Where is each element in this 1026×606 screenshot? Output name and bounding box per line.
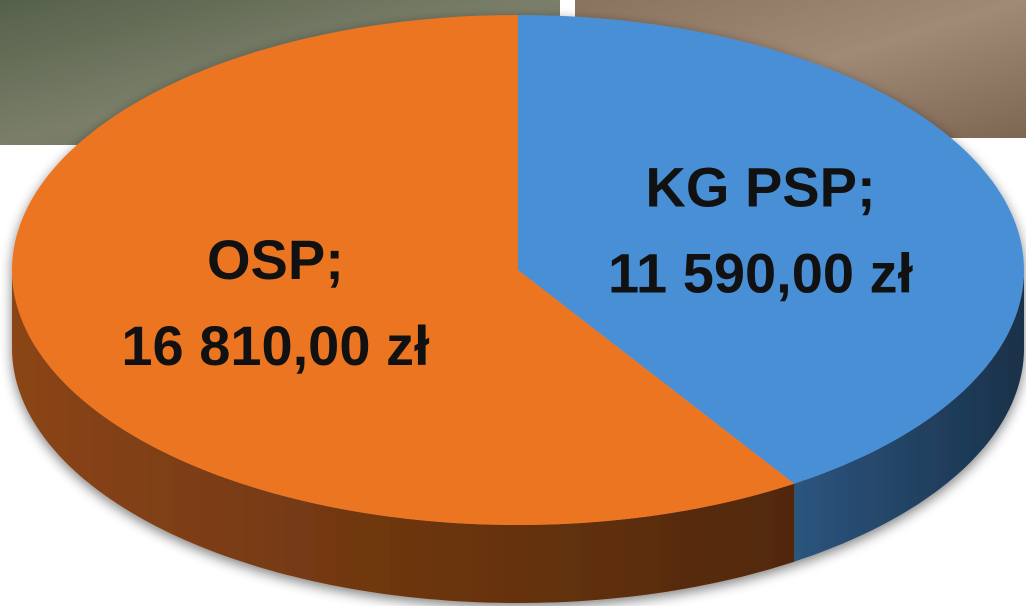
category-label: KG PSP;: [645, 155, 875, 218]
page: {"chart_data": {"type": "pie", "categori…: [0, 0, 1026, 606]
chart: KG PSP; 11 590,00 zł OSP; 16 810,00 zł: [0, 0, 1026, 606]
value-label: 11 590,00 zł: [608, 241, 914, 304]
category-label: OSP;: [207, 228, 344, 291]
pie: [12, 15, 1024, 603]
value-label: 16 810,00 zł: [121, 314, 430, 377]
